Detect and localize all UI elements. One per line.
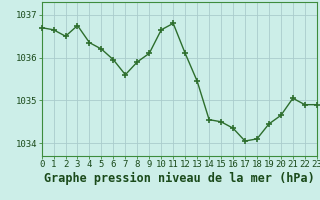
X-axis label: Graphe pression niveau de la mer (hPa): Graphe pression niveau de la mer (hPa) [44, 172, 315, 185]
